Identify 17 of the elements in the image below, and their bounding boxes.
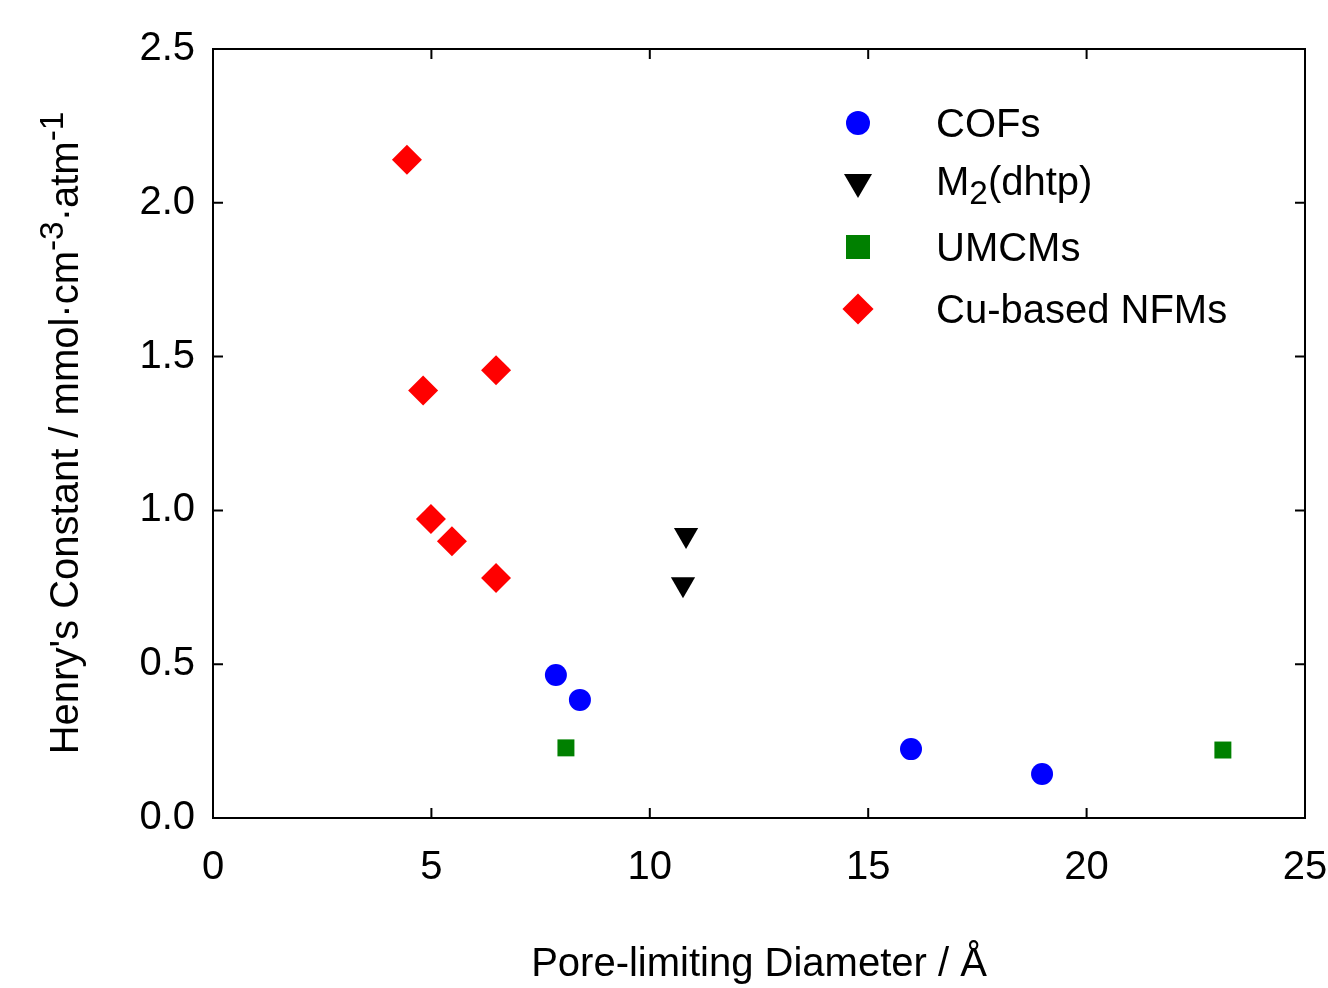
y-tick-label: 1.0 [139, 485, 195, 530]
legend-label: COFs [936, 100, 1041, 146]
y-tick-label: 0.5 [139, 639, 195, 684]
x-axis-title: Pore-limiting Diameter / Å [531, 939, 987, 985]
x-tick-label: 0 [201, 843, 225, 888]
x-tick-label: 5 [420, 843, 443, 888]
legend-label: Cu-based NFMs [936, 286, 1228, 332]
legend-label: M$_{2}$(dhtp) [936, 158, 1093, 212]
x-tick-label: 25 [1282, 843, 1328, 888]
x-tick-label: 15 [845, 843, 891, 888]
y-tick-label: 0.0 [139, 793, 195, 838]
x-tick-label: 20 [1064, 843, 1109, 888]
y-tick-label: 2.5 [139, 24, 195, 69]
y-tick-label: 2.0 [139, 177, 195, 222]
y-tick-label: 1.5 [139, 331, 195, 376]
x-tick-label: 10 [627, 843, 673, 888]
legend-label: UMCMs [936, 224, 1081, 270]
